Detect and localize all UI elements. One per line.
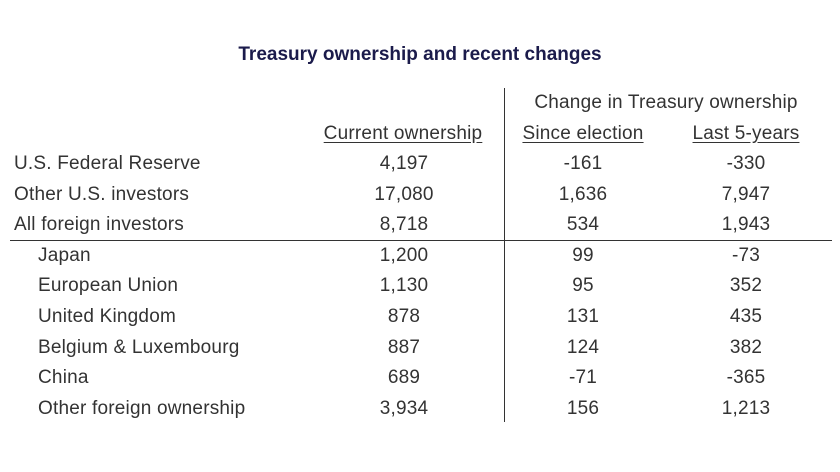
table-cell: 878 (387, 306, 421, 327)
table-cell: 1,130 (379, 275, 429, 297)
table-cell: 887 (387, 336, 421, 358)
column-header-current: Current ownership (323, 123, 483, 144)
table-cell: 534 (566, 214, 600, 236)
column-header-last-5-years: Last 5-years (692, 123, 800, 144)
table-cell: 124 (566, 336, 600, 358)
row-label: Other foreign ownership (38, 397, 246, 419)
table-cell: 8,718 (379, 214, 429, 236)
table-cell: -73 (731, 244, 761, 266)
table-cell: -365 (726, 367, 766, 389)
table-cell: 1,200 (379, 244, 429, 266)
table-cell: 1,213 (721, 397, 771, 419)
table-cell: 689 (387, 367, 421, 389)
table-cell: 3,934 (379, 397, 429, 419)
row-divider (10, 240, 832, 241)
table-cell: 95 (572, 275, 594, 297)
table-cell: 4,197 (379, 153, 429, 174)
table-cell: 99 (572, 244, 594, 266)
table-cell: -330 (726, 153, 766, 174)
table-cell: 7,947 (721, 183, 771, 205)
row-label: Other U.S. investors (14, 183, 190, 205)
column-divider (504, 88, 505, 422)
row-label: All foreign investors (14, 214, 184, 236)
row-label: Japan (38, 244, 91, 266)
table-cell: 1,943 (721, 214, 771, 236)
table-cell: 17,080 (374, 183, 434, 205)
table-cell: 435 (729, 306, 763, 327)
row-label: European Union (38, 275, 179, 297)
row-label: China (38, 367, 89, 389)
table-cell: -71 (568, 367, 598, 389)
table-cell: 156 (566, 397, 600, 419)
table-cell: 1,636 (558, 183, 608, 205)
table-cell: 131 (566, 306, 600, 327)
row-label: Belgium & Luxembourg (38, 336, 240, 358)
group-header: Change in Treasury ownership (534, 92, 798, 113)
row-label: United Kingdom (38, 306, 176, 327)
row-label: U.S. Federal Reserve (14, 153, 201, 174)
table-cell: 382 (729, 336, 763, 358)
table-title: Treasury ownership and recent changes (238, 44, 602, 65)
table-cell: -161 (563, 153, 603, 174)
table-cell: 352 (729, 275, 763, 297)
column-header-since-election: Since election (522, 123, 644, 144)
